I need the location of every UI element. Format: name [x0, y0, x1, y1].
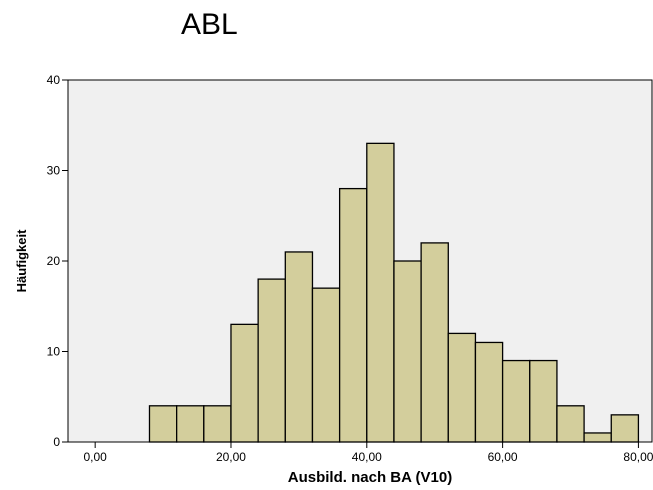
histogram-bar-10	[393, 260, 422, 443]
histogram-bar-3	[203, 405, 232, 443]
x-tick-label: 80,00	[623, 450, 653, 464]
histogram-bar-14	[501, 359, 531, 443]
x-tick-label: 20,00	[216, 450, 246, 464]
histogram-bar-9	[366, 142, 395, 443]
y-tick-label: 10	[47, 345, 61, 359]
histogram-bar-8	[338, 187, 368, 443]
histogram-bar-5	[257, 278, 286, 443]
histogram-bar-2	[176, 405, 205, 443]
histogram-bar-6	[284, 251, 314, 443]
x-tick-label: 60,00	[488, 450, 518, 464]
x-axis-title: Ausbild. nach BA (V10)	[288, 469, 452, 486]
chart-title: ABL	[181, 8, 238, 41]
histogram-bar-18	[610, 414, 640, 443]
histogram-bar-1	[148, 405, 178, 443]
y-tick-label: 40	[47, 73, 61, 87]
histogram-bar-7	[311, 287, 341, 443]
x-tick-label: 0,00	[83, 450, 107, 464]
histogram-bar-4	[230, 323, 259, 443]
x-tick-label: 40,00	[352, 450, 382, 464]
histogram-bars	[148, 142, 640, 443]
y-tick-label: 30	[47, 164, 61, 178]
histogram-bar-11	[420, 242, 449, 443]
histogram-bar-15	[529, 359, 558, 443]
y-tick-label: 0	[53, 435, 60, 449]
histogram-bar-17	[583, 432, 612, 443]
histogram-bar-13	[474, 341, 504, 443]
y-tick-label: 20	[47, 254, 61, 268]
x-axis: 0,00 20,00 40,00 60,00 80,00	[83, 442, 653, 464]
y-axis: 0 10 20 30 40	[47, 73, 68, 449]
histogram-bar-16	[556, 405, 585, 443]
y-axis-title: Häufigkeit	[14, 229, 29, 293]
histogram-bar-12	[447, 332, 477, 443]
